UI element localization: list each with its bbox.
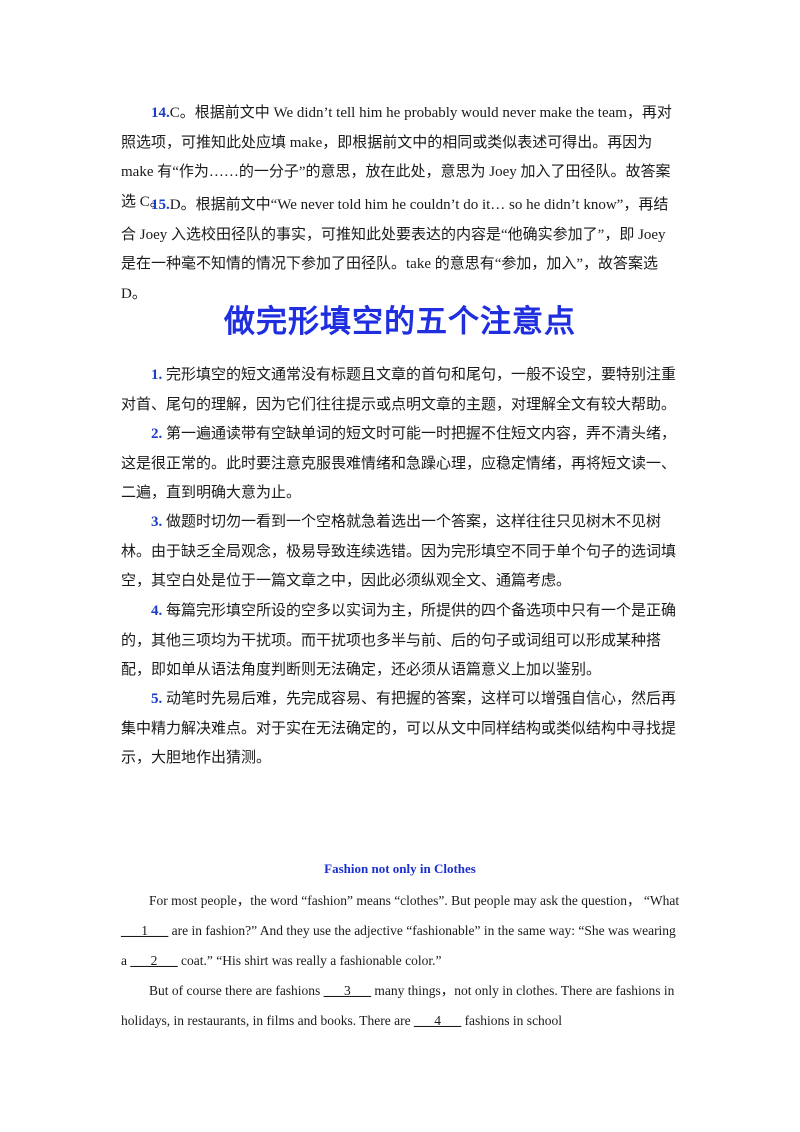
answer-text: C。根据前文中 We didn’t tell him he probably w… xyxy=(121,105,672,210)
tip-number: 1. xyxy=(151,367,163,383)
answer-number: 14. xyxy=(151,105,170,121)
passage-text: But of course there are fashions xyxy=(149,983,324,998)
tip-number: 2. xyxy=(151,426,163,442)
blank-4: ___4___ xyxy=(413,1012,462,1028)
tip-4: 4. 每篇完形填空所设的空多以实词为主，所提供的四个备选项中只有一个是正确的，其… xyxy=(121,597,681,686)
tip-number: 3. xyxy=(151,514,163,530)
tip-3: 3. 做题时切勿一看到一个空格就急着选出一个答案，这样往往只见树木不见树林。由于… xyxy=(121,508,681,597)
blank-3: ___3___ xyxy=(323,983,371,998)
passage-text: fashions in school xyxy=(461,1012,563,1028)
blank-1: ___1___ xyxy=(121,922,169,938)
tip-text: 做题时切勿一看到一个空格就急着选出一个答案，这样往往只见树木不见树林。由于缺乏全… xyxy=(121,514,677,589)
tip-1: 1. 完形填空的短文通常没有标题且文章的首句和尾句，一般不设空，要特别注重对首、… xyxy=(121,361,681,420)
passage-title: Fashion not only in Clothes xyxy=(324,861,476,876)
passage-paragraph-1: For most people，the word “fashion” means… xyxy=(121,886,681,975)
answer-15: 15.D。根据前文中“We never told him he couldn’t… xyxy=(121,191,681,309)
blank-2: ___2___ xyxy=(130,952,178,968)
tip-2: 2. 第一遍通读带有空缺单词的短文时可能一时把握不住短文内容，弄不清头绪，这是很… xyxy=(121,420,681,509)
passage-paragraph-2: But of course there are fashions ___3___… xyxy=(121,976,681,1036)
tip-text: 动笔时先易后难，先完成容易、有把握的答案，这样可以增强自信心，然后再集中精力解决… xyxy=(121,691,677,766)
passage-text: For most people，the word “fashion” means… xyxy=(149,893,680,908)
answer-text: D。根据前文中“We never told him he couldn’t do… xyxy=(121,197,669,302)
tip-number: 5. xyxy=(151,691,163,707)
passage-text: are in fashion?” And they use the adject… xyxy=(121,922,676,968)
answer-14: 14.C。根据前文中 We didn’t tell him he probabl… xyxy=(121,99,681,217)
tip-number: 4. xyxy=(151,603,163,619)
answer-number: 15. xyxy=(151,197,170,213)
tip-text: 第一遍通读带有空缺单词的短文时可能一时把握不住短文内容，弄不清头绪，这是很正常的… xyxy=(121,426,677,501)
section-heading: 做完形填空的五个注意点 xyxy=(224,304,576,340)
tip-text: 每篇完形填空所设的空多以实词为主，所提供的四个备选项中只有一个是正确的，其他三项… xyxy=(121,603,677,678)
passage-text: many things，not only in clothes. There a… xyxy=(121,983,675,1028)
passage-text: coat.” “His shirt was really a fashionab… xyxy=(177,952,442,968)
tip-5: 5. 动笔时先易后难，先完成容易、有把握的答案，这样可以增强自信心，然后再集中精… xyxy=(121,685,681,774)
tip-text: 完形填空的短文通常没有标题且文章的首句和尾句，一般不设空，要特别注重对首、尾句的… xyxy=(121,367,677,413)
